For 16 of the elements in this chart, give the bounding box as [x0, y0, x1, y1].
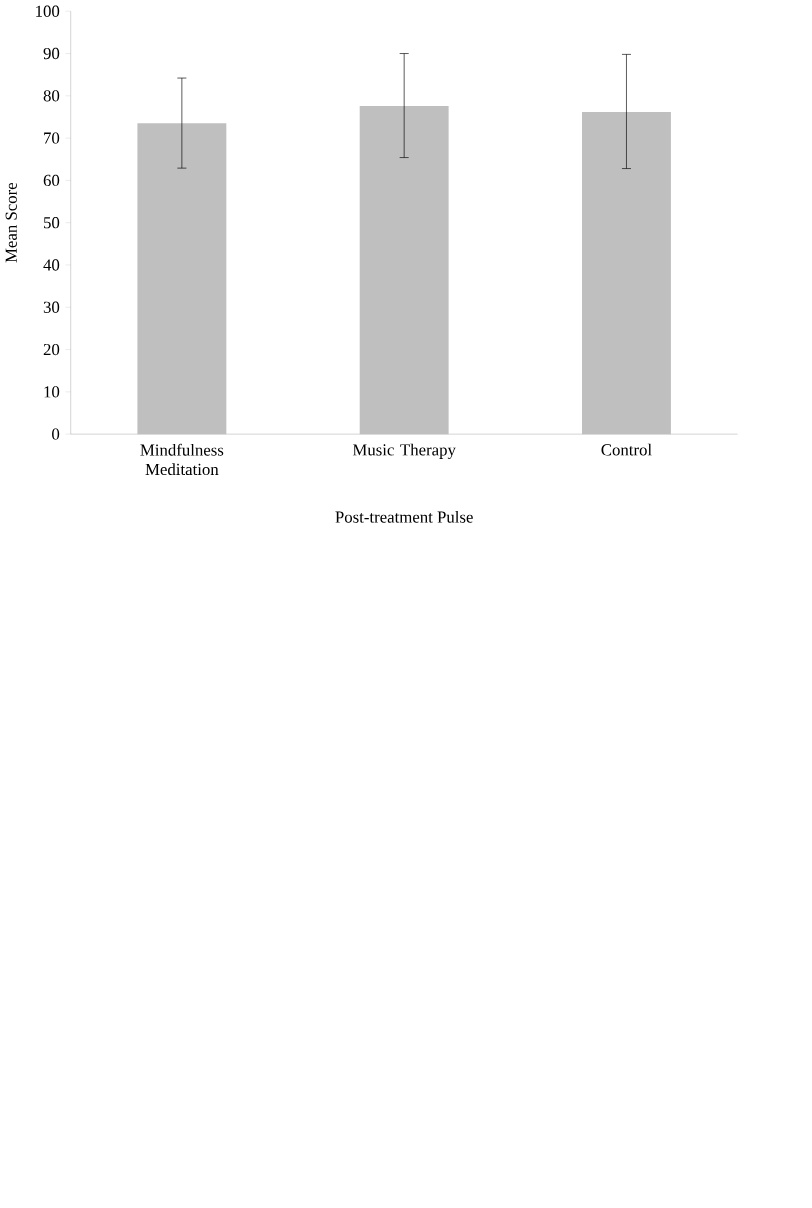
y-tick-label: 90	[43, 47, 60, 60]
y-tick-label: 50	[44, 217, 60, 229]
y-tick-label: 0	[52, 428, 60, 440]
y-axis-title: Mean Score	[5, 182, 18, 263]
y-tick-label: 60	[43, 174, 60, 187]
x-tick-label: Control	[601, 443, 652, 456]
y-tick-label: 70	[44, 132, 60, 144]
y-tick-label: 30	[43, 301, 60, 313]
y-tick-label: 10	[44, 386, 60, 398]
x-axis-title: Post-treatment Pulse	[335, 510, 473, 523]
y-tick-label: 40	[43, 259, 60, 271]
x-tick-label: Music Therapy	[353, 443, 456, 459]
y-tick-label: 20	[43, 343, 60, 356]
y-tick-label: 100	[36, 5, 60, 17]
x-tick-label: Mindfulness Meditation	[140, 443, 224, 476]
y-tick-label: 80	[43, 90, 60, 102]
